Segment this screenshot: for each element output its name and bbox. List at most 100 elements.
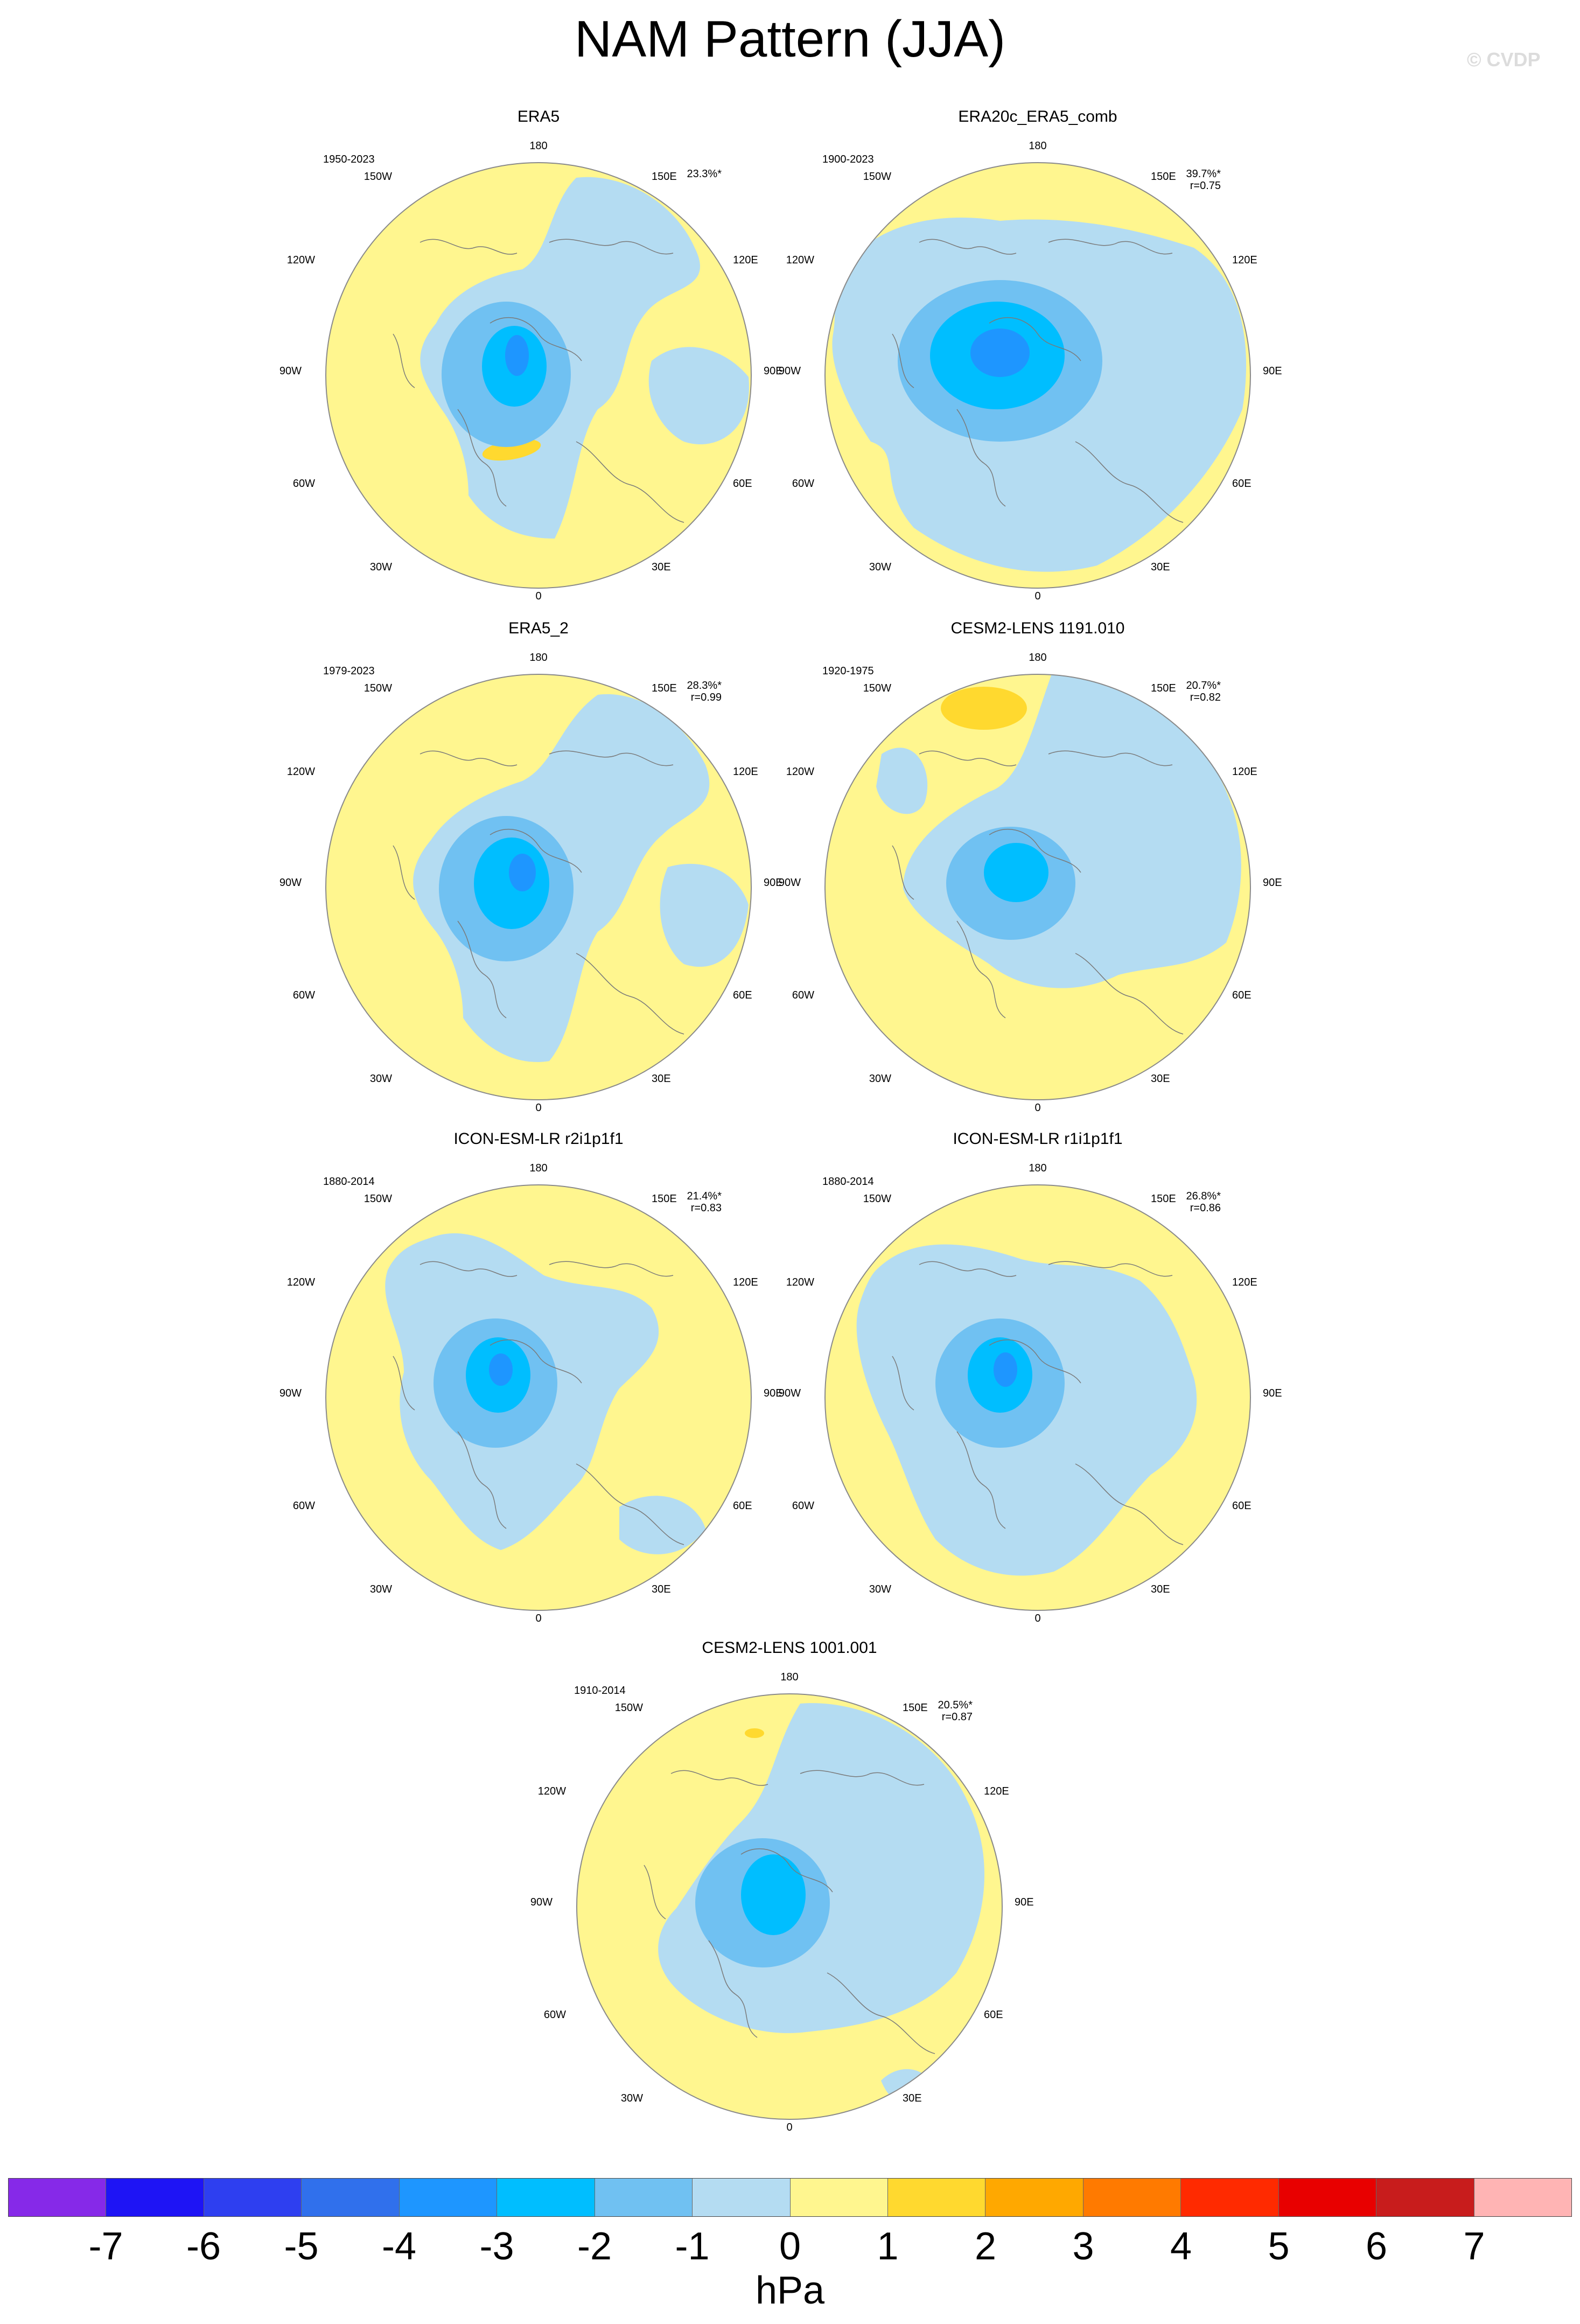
period-label: 1880-2014 — [822, 1176, 874, 1188]
colorbar-box — [9, 2179, 107, 2216]
map-boundary — [824, 162, 1251, 589]
longitude-label: 90E — [764, 365, 783, 377]
coastline — [892, 1356, 914, 1411]
variance-explained: 20.5%* — [938, 1699, 973, 1711]
panel: CESM2-LENS 1191.010 180 0 90W 90E 120W 150W 150… — [779, 619, 1282, 1114]
polar-map — [576, 1693, 1003, 2120]
colorbar-box — [790, 2179, 888, 2216]
field-minus1-to-0 — [876, 748, 928, 814]
field-1-to-2 — [745, 1728, 764, 1738]
coastline — [827, 1972, 935, 2054]
longitude-label: 180 — [780, 1671, 799, 1683]
longitude-label: 0 — [786, 2121, 793, 2133]
longitude-label: 30E — [652, 1583, 671, 1595]
longitude-label: 30W — [369, 1583, 392, 1595]
colorbar-box — [887, 2179, 986, 2216]
polar-map — [325, 162, 752, 589]
colorbar-box — [204, 2179, 302, 2216]
field-minus4-to-minus3 — [509, 854, 536, 891]
colorbar-box — [595, 2179, 693, 2216]
coastline — [919, 750, 1017, 766]
variance-explained: 26.8%* — [1186, 1190, 1221, 1202]
panel: CESM2-LENS 1001.001 180 0 90W 90E 120W 150W 150… — [530, 1639, 1034, 2133]
longitude-label: 0 — [535, 1102, 542, 1114]
longitude-label: 90W — [279, 365, 302, 377]
pattern-correlation: r=0.83 — [690, 1202, 722, 1214]
coastline — [1075, 953, 1184, 1035]
colorbar-tick: 4 — [1170, 2225, 1192, 2268]
coastline — [892, 845, 914, 900]
field-minus4-to-minus3 — [489, 1353, 513, 1386]
panel: ICON-ESM-LR r2i1p1f1 180 0 90W 90E 120W 150W 15… — [279, 1130, 783, 1624]
longitude-label: 120E — [733, 1276, 758, 1288]
longitude-label: 60E — [1232, 1500, 1252, 1512]
longitude-label: 150W — [363, 682, 392, 694]
coastline — [1075, 441, 1184, 523]
period-label: 1950-2023 — [323, 153, 375, 165]
longitude-label: 60W — [292, 989, 315, 1001]
coastline — [420, 750, 518, 766]
field-minus1-to-0 — [660, 863, 749, 967]
coastline — [393, 845, 415, 900]
coastline — [956, 1431, 1006, 1529]
field-layer — [825, 1185, 1250, 1610]
coastline — [989, 1339, 1081, 1384]
longitude-label: 30E — [652, 1073, 671, 1085]
panel-title: ICON-ESM-LR r2i1p1f1 — [453, 1130, 624, 1148]
colorbar-tick: -6 — [186, 2225, 221, 2268]
longitude-label: 150W — [614, 1702, 643, 1714]
field-minus3-to-minus2 — [984, 843, 1048, 902]
colorbar — [8, 2178, 1572, 2217]
colorbar-box — [693, 2179, 791, 2216]
variance-explained: 39.7%* — [1186, 168, 1221, 180]
coastline — [670, 1770, 768, 1786]
longitude-label: 90E — [1263, 1387, 1282, 1399]
variance-explained: 21.4%* — [687, 1190, 722, 1202]
colorbar-box — [497, 2179, 595, 2216]
coastline — [420, 1261, 518, 1277]
longitude-label: 180 — [529, 1162, 548, 1174]
pattern-correlation: r=0.99 — [690, 692, 722, 703]
longitude-label: 60E — [733, 989, 752, 1001]
panel-title: ERA5 — [517, 108, 560, 125]
longitude-label: 180 — [1029, 140, 1047, 152]
longitude-label: 150W — [863, 171, 891, 183]
field-layer — [326, 674, 751, 1100]
longitude-label: 90E — [1015, 1896, 1034, 1908]
longitude-label: 120W — [786, 1276, 814, 1288]
longitude-label: 150E — [903, 1702, 928, 1714]
colorbar-box — [1474, 2179, 1571, 2216]
longitude-label: 120W — [286, 766, 315, 778]
panel-title: CESM2-LENS 1001.001 — [702, 1639, 877, 1657]
longitude-label: 150W — [863, 682, 891, 694]
field-layer — [825, 163, 1250, 588]
coastline — [576, 441, 684, 523]
panel: ERA5_2 180 0 90W 90E 120W 150W 150E 120E 60W 30W 60… — [279, 619, 783, 1114]
longitude-label: 90W — [778, 1387, 801, 1399]
colorbar-tick: 3 — [1072, 2225, 1094, 2268]
polar-map — [824, 162, 1251, 589]
longitude-label: 150E — [1151, 171, 1176, 183]
field-1-to-2 — [941, 687, 1027, 730]
map-boundary — [824, 674, 1251, 1100]
longitude-label: 150W — [363, 171, 392, 183]
coastline — [989, 828, 1081, 873]
longitude-label: 30E — [1151, 561, 1170, 573]
colorbar-units-label: hPa — [755, 2269, 825, 2312]
field-minus4-to-minus3 — [994, 1352, 1017, 1387]
coastline — [549, 750, 674, 766]
longitude-label: 60W — [292, 478, 315, 490]
map-boundary — [325, 162, 752, 589]
pattern-correlation: r=0.82 — [1190, 692, 1221, 703]
polar-map — [325, 674, 752, 1100]
longitude-label: 150E — [652, 171, 677, 183]
panel: ERA20c_ERA5_comb 180 0 90W 90E 120W 150W 150E 12… — [779, 108, 1282, 602]
longitude-label: 30W — [869, 1073, 891, 1085]
pattern-correlation: r=0.86 — [1190, 1202, 1221, 1214]
pattern-correlation: r=0.75 — [1190, 180, 1221, 192]
longitude-label: 90W — [279, 877, 302, 889]
field-layer — [326, 1185, 751, 1610]
field-layer — [577, 1694, 1002, 2119]
longitude-label: 0 — [1034, 590, 1041, 602]
cvdp-watermark: © CVDP — [1467, 48, 1541, 71]
